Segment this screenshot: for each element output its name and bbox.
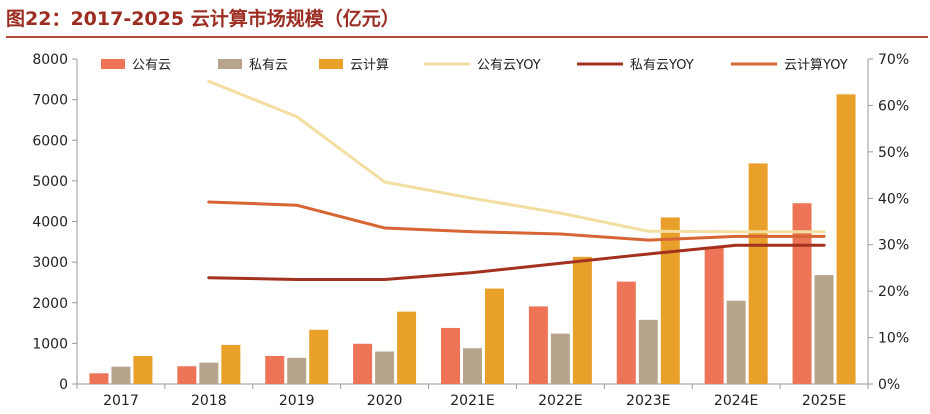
bar-2-2021E xyxy=(463,348,482,384)
x-tick-label: 2017 xyxy=(103,393,139,409)
y-right-tick-label: 0% xyxy=(878,377,900,393)
bar-3-2019 xyxy=(309,329,329,384)
legend-label-1: 公有云 xyxy=(132,58,171,73)
bar-3-2017 xyxy=(133,355,153,384)
y-right-tick-label: 30% xyxy=(878,238,909,254)
y-left-tick-label: 5000 xyxy=(32,174,68,190)
y-left-tick-label: 4000 xyxy=(32,215,68,231)
y-left-tick-label: 0 xyxy=(59,377,68,393)
legend-label-4: 公有云YOY xyxy=(477,58,541,73)
y-right-tick-label: 10% xyxy=(878,331,909,347)
bars-group xyxy=(89,94,856,384)
bar-2-2022E xyxy=(550,333,570,384)
bar-3-2020 xyxy=(397,311,417,384)
bar-1-2020 xyxy=(353,343,373,384)
bar-2-2019 xyxy=(287,357,307,384)
legend-swatch-2 xyxy=(218,59,242,69)
y-right-tick-label: 20% xyxy=(878,284,909,300)
lines-group xyxy=(207,79,826,281)
y-right-tick-label: 40% xyxy=(878,191,909,207)
y-right-tick-label: 60% xyxy=(878,98,909,114)
x-tick-label: 2024E xyxy=(714,393,758,409)
x-tick-label: 2023E xyxy=(626,393,670,409)
y-left-tick-label: 1000 xyxy=(32,336,68,352)
legend-swatch-3 xyxy=(319,59,343,69)
bar-2-2018 xyxy=(199,362,219,384)
line-series-1 xyxy=(207,79,826,234)
bar-2-2024E xyxy=(726,300,746,384)
chart-title: 图22：2017-2025 云计算市场规模（亿元） xyxy=(6,8,400,30)
bar-3-2018 xyxy=(221,344,241,384)
x-tick-label: 2021E xyxy=(450,393,494,409)
bar-3-2022E xyxy=(572,256,592,384)
legend-swatch-1 xyxy=(101,59,125,69)
legend-label-5: 私有云YOY xyxy=(630,58,694,73)
bar-1-2022E xyxy=(528,306,548,384)
legend-label-6: 云计算YOY xyxy=(784,58,848,73)
x-tick-label: 2025E xyxy=(802,393,846,409)
bar-3-2024E xyxy=(748,163,768,384)
x-tick-label: 2018 xyxy=(191,393,227,409)
legend-label-2: 私有云 xyxy=(249,58,288,73)
bar-1-2019 xyxy=(265,355,285,384)
y-left-tick-label: 6000 xyxy=(32,133,68,149)
line-series-2 xyxy=(207,243,826,281)
bar-2-2023E xyxy=(638,319,658,384)
bar-1-2024E xyxy=(704,246,724,384)
bar-1-2023E xyxy=(616,281,636,384)
y-right-tick-label: 70% xyxy=(878,52,909,68)
bar-1-2017 xyxy=(89,373,109,384)
x-tick-label: 2020 xyxy=(367,393,403,409)
title-underline xyxy=(6,36,928,38)
legend-group: 公有云 私有云 云计算 公有云YOY 私有云YOY 云计算YOY xyxy=(101,58,848,73)
y-left-tick-label: 8000 xyxy=(32,52,68,68)
axes-group: 0 1000 2000 3000 4000 5000 6000 7000 8000 0% 10% 20… xyxy=(32,52,909,409)
bar-2-2017 xyxy=(111,366,131,384)
y-left-tick-label: 2000 xyxy=(32,296,68,312)
bar-3-2023E xyxy=(660,217,680,384)
y-left-tick-label: 3000 xyxy=(32,255,68,271)
bar-1-2025E xyxy=(792,203,812,384)
x-tick-label: 2019 xyxy=(279,393,315,409)
bar-1-2018 xyxy=(177,366,197,384)
bar-2-2020 xyxy=(375,351,395,384)
line-series-3 xyxy=(207,200,826,242)
bar-1-2021E xyxy=(441,327,460,384)
bar-2-2025E xyxy=(814,275,834,384)
bar-3-2025E xyxy=(836,94,856,384)
y-right-tick-label: 50% xyxy=(878,145,909,161)
bar-3-2021E xyxy=(485,288,504,384)
y-left-tick-label: 7000 xyxy=(32,93,68,109)
legend-label-3: 云计算 xyxy=(350,58,389,73)
x-tick-label: 2022E xyxy=(538,393,582,409)
